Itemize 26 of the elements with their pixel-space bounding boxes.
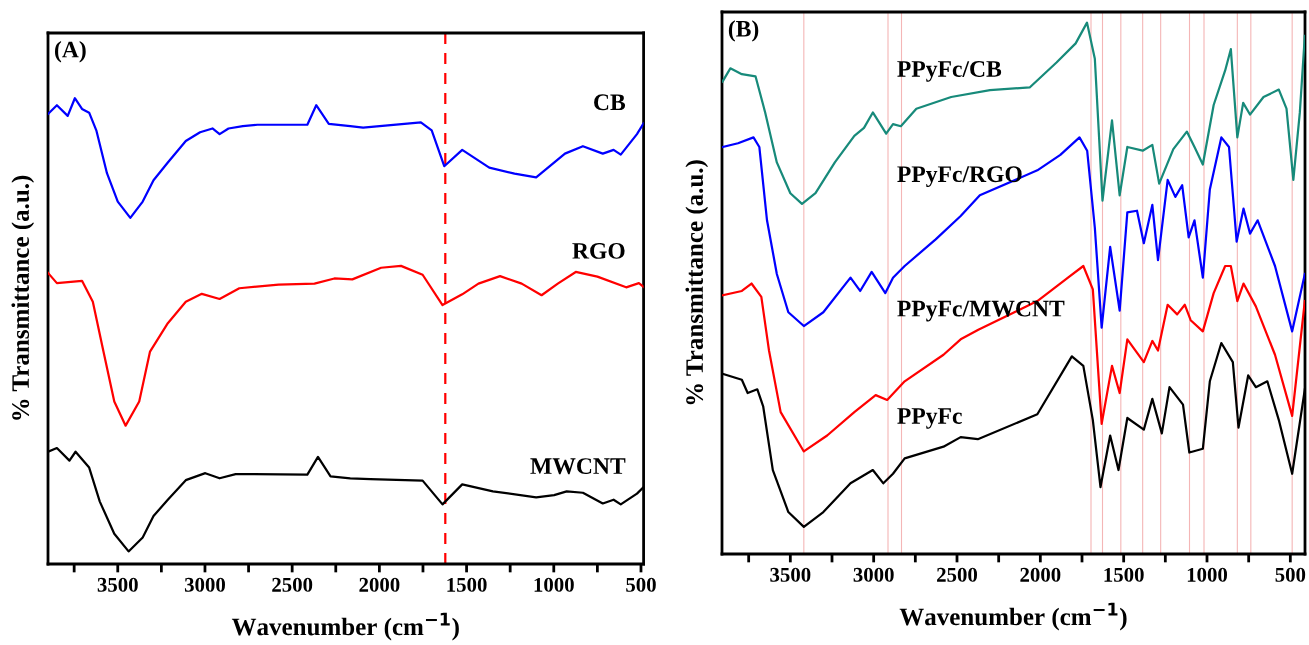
series-label: PPyFc bbox=[897, 408, 962, 429]
x-tick-label: 3500 bbox=[97, 577, 138, 592]
chart-title: (A) bbox=[54, 40, 86, 63]
x-tick-label: 2500 bbox=[272, 577, 313, 592]
x-tick-label: 1000 bbox=[1187, 567, 1228, 582]
x-tick-label: 1500 bbox=[447, 577, 487, 592]
y-axis-title: % Transmittance (a.u.) bbox=[11, 175, 35, 420]
x-axis-title: Wavenumber (cm$^{−1}$) bbox=[899, 602, 1127, 631]
x-tick-label: 500 bbox=[626, 577, 656, 592]
x-tick-label: 1000 bbox=[534, 577, 574, 592]
x-tick-label: 500 bbox=[1275, 567, 1306, 582]
series-label: PPyFc/CB bbox=[897, 61, 1002, 82]
x-tick-label: 3500 bbox=[770, 567, 811, 582]
series-label: MWCNT bbox=[530, 458, 626, 475]
chart-title: (B) bbox=[728, 20, 759, 42]
x-tick-label: 1500 bbox=[1104, 567, 1144, 582]
series-label: PPyFc/RGO bbox=[897, 166, 1022, 187]
x-tick-label: 3000 bbox=[853, 567, 894, 582]
series-label: CB bbox=[594, 94, 626, 111]
x-tick-label: 2000 bbox=[359, 577, 400, 592]
x-axis-title: Wavenumber (cm$^{−1}$) bbox=[231, 612, 459, 641]
x-tick-label: 3000 bbox=[184, 577, 226, 592]
y-axis-title: % Transmittance (a.u.) bbox=[685, 160, 709, 405]
series-label: RGO bbox=[572, 242, 625, 259]
x-tick-label: 2500 bbox=[937, 567, 978, 582]
x-tick-label: 2000 bbox=[1020, 567, 1061, 582]
